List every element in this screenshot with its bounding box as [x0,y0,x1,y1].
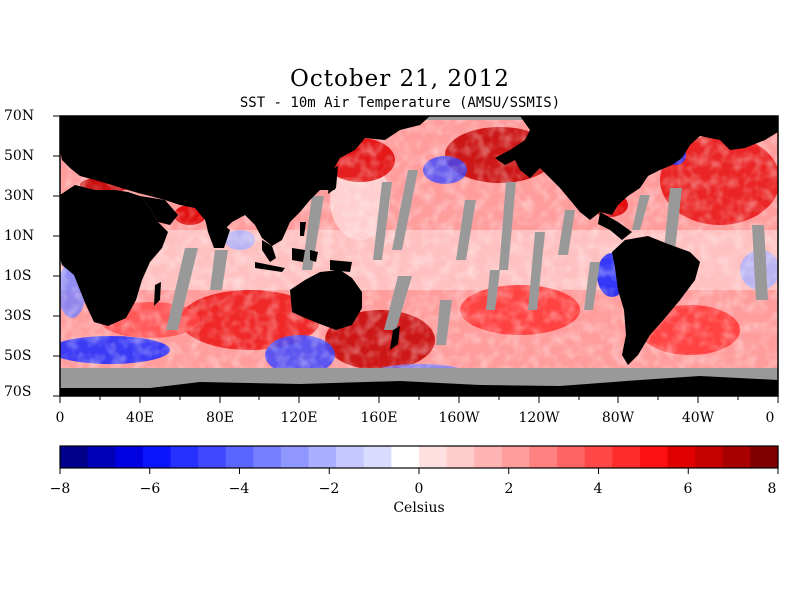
africa-land [60,185,168,326]
lat-label: 70N [4,108,35,124]
lon-label: 0 [55,410,65,426]
lon-label: 120E [280,410,318,426]
greenland-land [735,116,778,140]
madagascar-land [154,282,161,306]
colorbar-swatch [722,446,751,468]
colorbar-tick-label: −2 [318,481,340,497]
map-title: October 21, 2012 [290,66,510,92]
map-plot-area [60,116,778,396]
colorbar-swatch [667,446,696,468]
colorbar [59,446,779,474]
colorbar-swatch [391,446,420,468]
axis-ticks [53,115,779,403]
lon-label: 160E [360,410,398,426]
colorbar-swatch [87,446,116,468]
antarctica-coast [150,376,778,392]
lon-label: 40W [681,410,715,426]
lat-label: 50S [4,348,32,364]
land-masses [60,116,778,396]
lat-label: 30S [4,308,32,324]
colorbar-swatch [363,446,392,468]
colorbar-unit-label: Celsius [393,500,445,516]
colorbar-tick-label: 4 [593,481,603,497]
japan-land [328,166,338,194]
lon-label: 80W [601,410,635,426]
lon-label: 160W [438,410,480,426]
north-america-land [495,116,778,220]
sulawesi-land [310,250,318,262]
colorbar-swatch [501,446,531,468]
colorbar-swatch [280,446,310,468]
colorbar-swatch [474,446,503,468]
map-subtitle: SST - 10m Air Temperature (AMSU/SSMIS) [239,95,561,111]
colorbar-swatch [612,446,641,468]
colorbar-swatch [60,446,89,468]
philippines-land [300,222,306,236]
colorbar-tick-label: −6 [139,481,161,497]
colorbar-swatch [750,446,779,468]
colorbar-tick-label: −4 [228,481,250,497]
south-america-land [612,236,700,365]
colorbar-swatch [225,446,254,468]
colorbar-swatch [695,446,724,468]
australia-land [290,270,362,330]
lon-label: 0 [765,410,775,426]
eurasia-land [60,116,430,246]
central-america-land [598,212,632,240]
lat-label: 50N [4,148,35,164]
lat-label: 30N [4,188,35,204]
colorbar-swatch [584,446,613,468]
new-zealand-land [390,326,400,350]
colorbar-tick-label: 6 [683,481,693,497]
lat-label: 10N [4,228,35,244]
colorbar-tick-label: 2 [504,481,514,497]
colorbar-swatch [639,446,669,468]
colorbar-tick-label: −8 [49,481,71,497]
india-land [205,218,230,248]
colorbar-swatch [142,446,172,468]
colorbar-tick-label: 8 [767,481,777,497]
colorbar-swatch [115,446,144,468]
lon-label: 120W [518,410,560,426]
colorbar-swatch [557,446,586,468]
indochina-land [262,240,276,262]
colorbar-swatch [446,446,475,468]
colorbar-swatch [253,446,282,468]
colorbar-swatch [170,446,199,468]
colorbar-frame [59,445,779,469]
lon-label: 80E [205,410,235,426]
sumatra-java-land [255,262,285,272]
colorbar-swatch [419,446,448,468]
colorbar-swatch [336,446,365,468]
colorbar-swatch [198,446,227,468]
new-guinea-land [330,260,352,272]
borneo-land [292,248,305,262]
colorbar-swatch [529,446,558,468]
colorbar-swatch [308,446,337,468]
lat-label: 70S [4,384,32,400]
colorbar-tick-label: 0 [414,481,424,497]
lon-label: 40E [125,410,155,426]
lat-label: 10S [4,268,32,284]
arabia-land [140,196,178,225]
